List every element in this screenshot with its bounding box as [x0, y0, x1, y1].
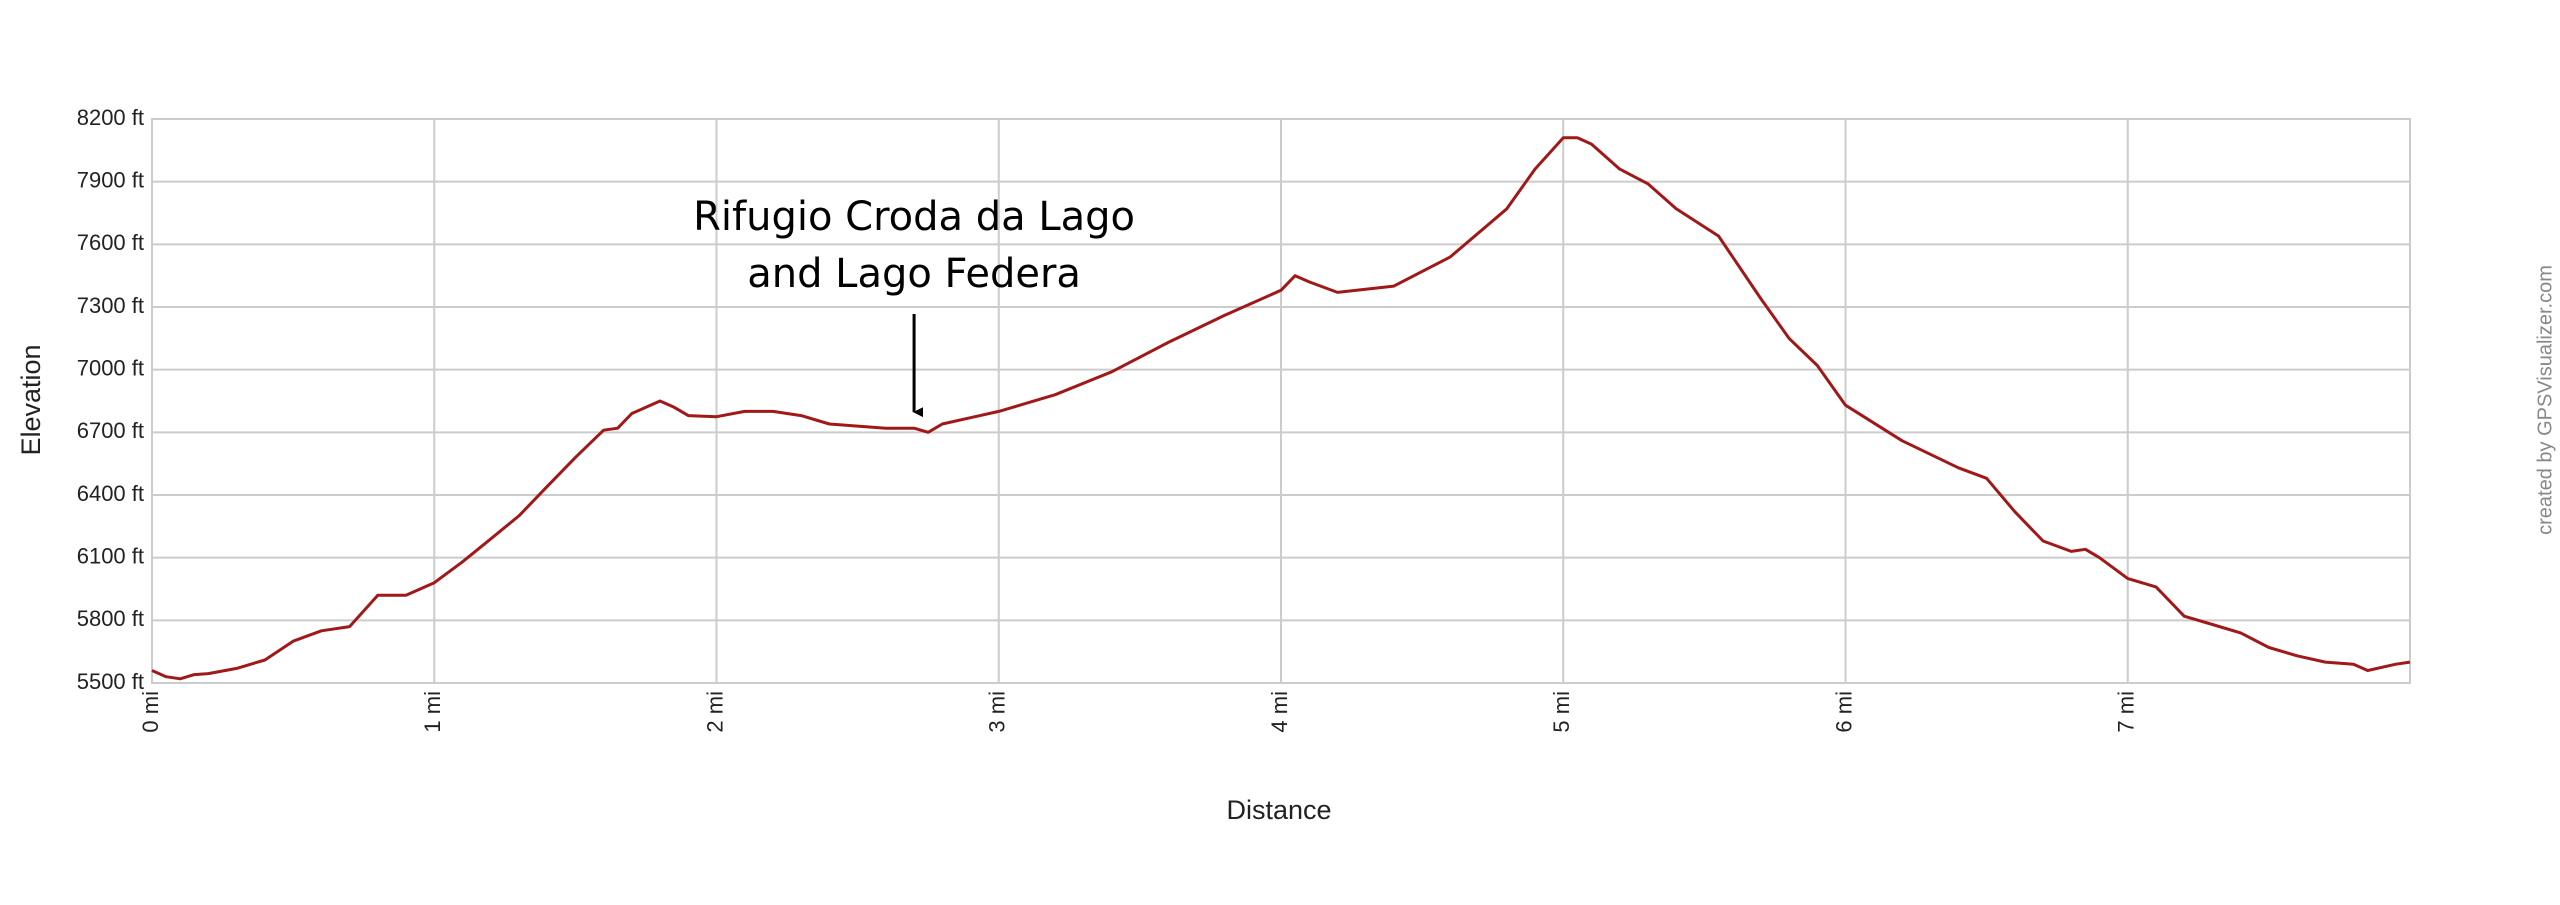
y-tick-label: 6400 ft: [77, 481, 144, 506]
y-tick-label: 5500 ft: [77, 669, 144, 694]
y-tick-label: 7000 ft: [77, 355, 144, 380]
x-axis-title: Distance: [1226, 795, 1331, 825]
y-tick-label: 7600 ft: [77, 230, 144, 255]
x-tick-label: 5 mi: [1549, 691, 1574, 733]
x-tick-label: 1 mi: [420, 691, 445, 733]
x-tick-label: 4 mi: [1267, 691, 1292, 733]
y-tick-label: 6700 ft: [77, 418, 144, 443]
y-tick-label: 8200 ft: [77, 105, 144, 130]
y-tick-label: 6100 ft: [77, 543, 144, 568]
x-tick-label: 7 mi: [2114, 691, 2139, 733]
annotation-text: Rifugio Croda da Lago: [693, 194, 1135, 240]
y-tick-label: 7300 ft: [77, 293, 144, 318]
x-tick-label: 6 mi: [1831, 691, 1856, 733]
watermark: created by GPSVisualizer.com: [2534, 265, 2556, 535]
x-tick-label: 0 mi: [138, 691, 163, 733]
y-tick-label: 7900 ft: [77, 167, 144, 192]
elevation-line: [151, 136, 2411, 681]
y-axis-title: Elevation: [16, 344, 46, 455]
x-tick-label: 2 mi: [702, 691, 727, 733]
x-tick-label: 3 mi: [985, 691, 1010, 733]
annotation-text: and Lago Federa: [747, 251, 1081, 297]
y-tick-label: 5800 ft: [77, 606, 144, 631]
